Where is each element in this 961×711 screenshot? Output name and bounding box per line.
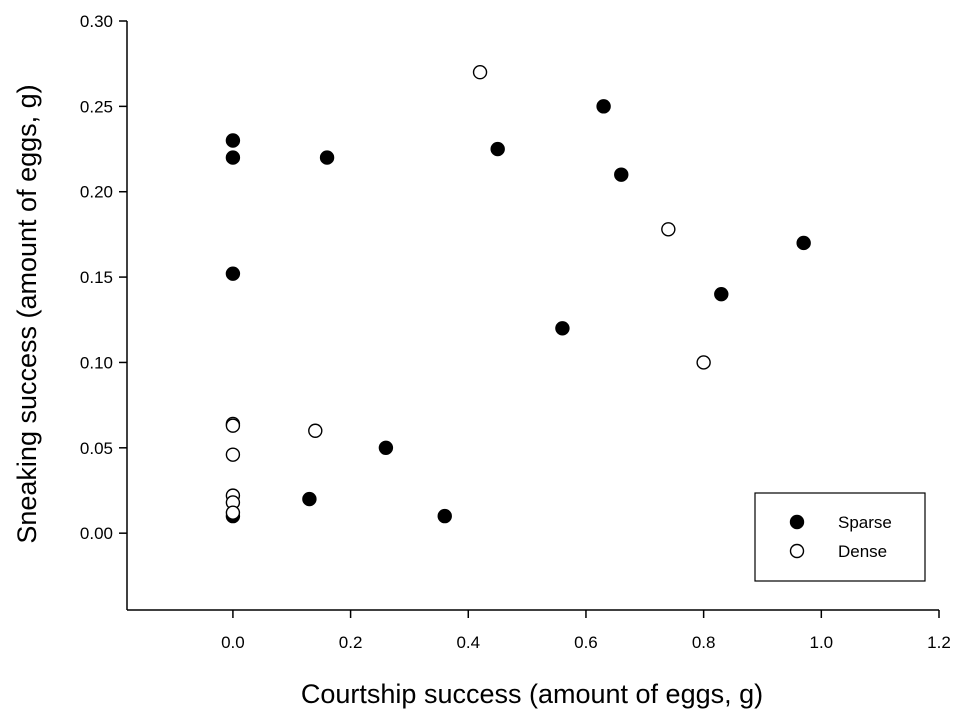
legend-label-dense: Dense [838,542,887,561]
legend-label-sparse: Sparse [838,513,892,532]
x-tick-label: 0.0 [221,633,245,652]
legend-marker-dense [789,543,805,559]
legend: Sparse Dense [754,492,926,582]
y-tick-label: 0.05 [80,439,113,458]
y-axis-label: Sneaking success (amount of eggs, g) [12,84,42,543]
legend-box [754,492,926,582]
x-tick-label: 1.0 [809,633,833,652]
data-point-sparse [437,508,452,524]
data-point-sparse [555,321,570,336]
y-tick-label: 0.00 [80,524,113,543]
y-tick-label: 0.10 [80,353,113,372]
x-tick-label: 0.2 [339,633,363,652]
y-tick-label: 0.30 [80,12,113,31]
data-point-sparse [225,266,241,281]
y-tick-label: 0.20 [80,183,113,202]
axes: 0.00 0.05 0.10 0.15 0.20 0.25 0.30 0.0 0.2 0.4 0.6… [80,12,951,652]
data-point-dense [225,505,241,520]
x-tick-label: 0.6 [574,633,598,652]
data-point-dense [661,222,676,237]
y-tick-label: 0.15 [80,268,113,287]
data-point-sparse [614,167,629,182]
x-tick-label: 0.8 [692,633,716,652]
x-tick-label: 0.4 [456,633,480,652]
data-point-dense [696,355,711,370]
data-points [225,65,811,524]
x-axis-label: Courtship success (amount of eggs, g) [301,679,763,709]
data-point-sparse [225,150,241,165]
data-point-sparse [596,99,611,114]
data-point-sparse [378,440,394,456]
data-point-sparse [796,235,811,251]
y-tick-label: 0.25 [80,97,113,116]
data-point-sparse [714,286,729,302]
data-point-sparse [302,491,317,507]
legend-marker-sparse [789,514,805,530]
x-tick-label: 1.2 [927,633,951,652]
data-point-sparse [490,141,505,157]
data-point-dense [472,65,488,80]
data-point-dense [225,447,241,462]
data-point-dense [225,418,241,433]
data-point-sparse [225,133,241,148]
data-point-sparse [319,150,335,165]
data-point-dense [308,423,323,438]
